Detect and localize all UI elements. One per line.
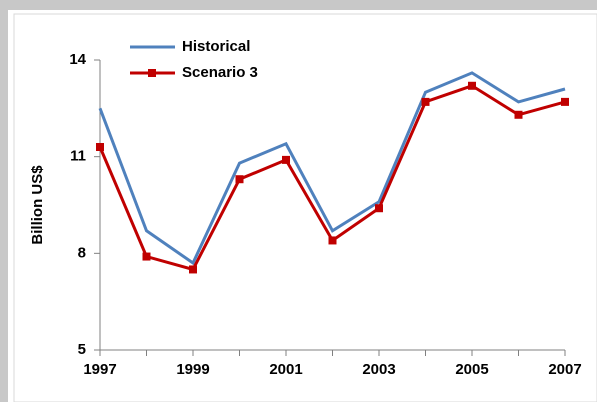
data-point — [375, 204, 383, 213]
x-tick-label: 2003 — [362, 361, 395, 378]
data-point — [468, 81, 476, 90]
data-point — [142, 252, 151, 261]
x-tick-label: 1999 — [176, 361, 209, 378]
data-point — [189, 265, 197, 274]
x-tick-label: 2005 — [455, 361, 488, 378]
data-point — [96, 143, 104, 151]
series-line — [98, 71, 566, 266]
y-tick-label: 5 — [78, 341, 86, 358]
x-tick-label: 1997 — [83, 361, 116, 378]
y-tick-label: 11 — [70, 148, 86, 165]
data-point — [514, 110, 523, 119]
x-tick-label: 2001 — [269, 361, 302, 378]
data-point — [282, 155, 290, 164]
data-point — [235, 175, 244, 184]
x-tick-label: 2007 — [548, 361, 581, 378]
y-tick-label: 8 — [78, 244, 86, 261]
y-tick-label: 14 — [69, 51, 86, 68]
legend-label: Historical — [182, 38, 250, 55]
y-axis-label: Billion US$ — [29, 165, 46, 245]
data-point — [328, 236, 337, 245]
inner-frame — [13, 13, 597, 402]
legend-marker — [148, 69, 156, 77]
data-point — [421, 97, 430, 106]
data-point — [561, 97, 569, 106]
legend-label: Scenario 3 — [182, 64, 258, 81]
